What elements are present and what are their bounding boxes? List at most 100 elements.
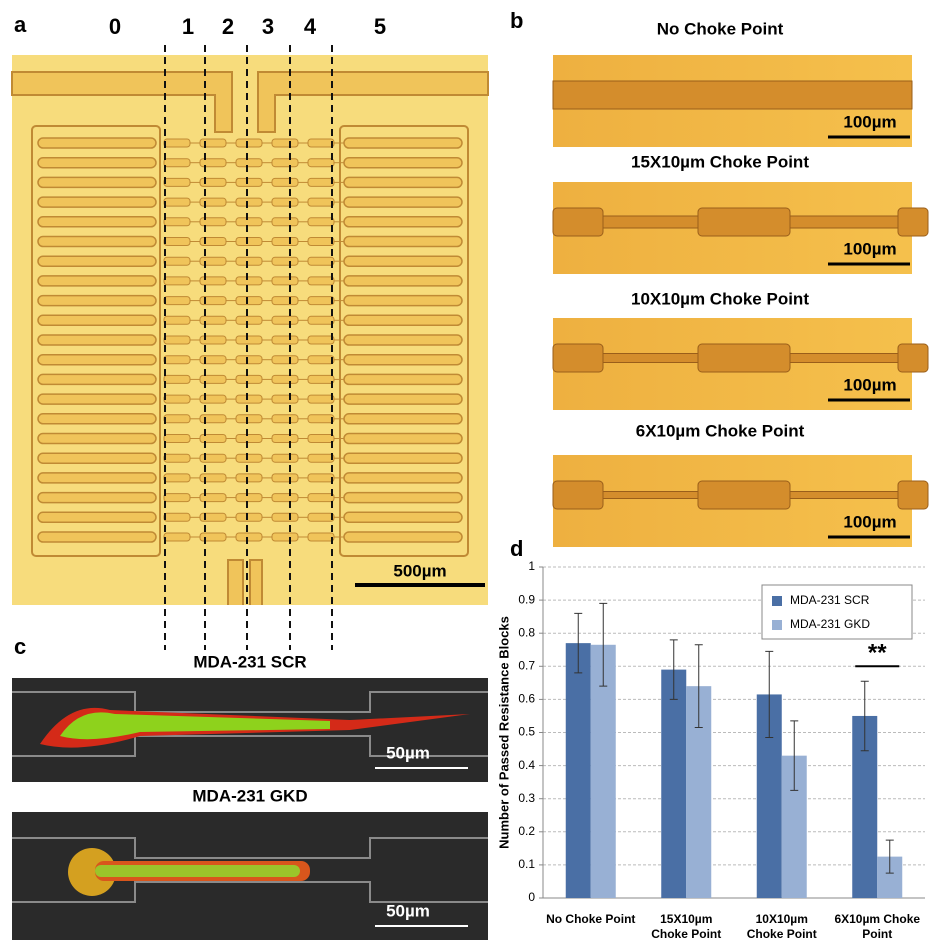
channel — [343, 275, 463, 287]
error-bar — [790, 720, 799, 791]
channel — [199, 315, 227, 325]
y-tick-label: 0.8 — [518, 625, 535, 639]
channel — [199, 158, 227, 168]
error-bar — [669, 639, 678, 700]
channel — [163, 355, 191, 365]
error-bar — [765, 650, 774, 738]
channel — [343, 393, 463, 405]
annotation: ** — [868, 640, 887, 667]
channel — [37, 314, 157, 327]
channel — [199, 256, 227, 266]
error-bar — [599, 602, 608, 687]
panel-label: c — [14, 634, 26, 659]
channel — [235, 256, 263, 266]
y-tick-label: 0.9 — [518, 592, 535, 606]
channel — [343, 531, 463, 543]
channel — [343, 196, 463, 208]
channel — [163, 217, 191, 227]
channel — [552, 207, 604, 237]
channel — [552, 80, 913, 110]
legend-swatch — [772, 620, 782, 630]
column-label: 3 — [262, 14, 274, 39]
channel — [307, 138, 335, 148]
channel — [897, 343, 929, 373]
channel — [271, 434, 299, 443]
channel — [343, 413, 463, 425]
channel — [163, 177, 191, 187]
panel-label: d — [510, 536, 523, 561]
channel — [235, 158, 263, 168]
channel — [307, 276, 335, 286]
channel — [163, 197, 191, 207]
channel — [343, 294, 463, 307]
channel — [307, 394, 335, 404]
scale-label: 100µm — [843, 512, 896, 531]
channel — [271, 374, 299, 384]
channel — [271, 493, 299, 503]
legend-label: MDA-231 SCR — [790, 593, 870, 607]
channel — [339, 125, 469, 557]
channel — [199, 355, 227, 365]
channel — [235, 138, 263, 148]
channel — [271, 197, 299, 207]
column-label: 5 — [374, 14, 386, 39]
channel — [235, 237, 263, 246]
channel — [271, 335, 299, 345]
channel — [697, 480, 791, 510]
image-title: 10X10µm Choke Point — [631, 289, 809, 308]
channel — [37, 373, 157, 386]
channel — [199, 197, 227, 207]
channel — [307, 296, 335, 306]
channel — [235, 177, 263, 187]
channel — [163, 158, 191, 168]
channel — [235, 197, 263, 207]
channel — [307, 256, 335, 266]
channel — [235, 374, 263, 384]
channel — [37, 353, 157, 366]
channel — [163, 532, 191, 542]
channel — [307, 217, 335, 227]
channel — [199, 177, 227, 187]
channel — [343, 491, 463, 504]
legend-box — [761, 584, 913, 640]
channel — [235, 355, 263, 365]
channel — [37, 216, 157, 228]
channel — [163, 335, 191, 345]
channel — [307, 493, 335, 503]
channel — [37, 432, 157, 445]
channel — [235, 473, 263, 483]
y-tick-label: 0.7 — [518, 658, 535, 672]
panel-label: b — [510, 8, 523, 33]
channel — [37, 196, 157, 208]
error-bar — [694, 644, 703, 729]
channel — [343, 156, 463, 169]
channel — [37, 472, 157, 484]
channel — [235, 453, 263, 463]
channel — [199, 296, 227, 306]
channel — [343, 472, 463, 484]
y-axis-label: Number of Passed Resistance Blocks — [496, 616, 511, 849]
column-label: 0 — [109, 14, 121, 39]
channel — [199, 237, 227, 246]
channel — [37, 235, 157, 248]
channel — [37, 393, 157, 405]
channel — [271, 394, 299, 404]
channel — [37, 294, 157, 307]
channel — [37, 176, 157, 189]
y-tick-label: 0.5 — [518, 725, 535, 739]
channel — [307, 158, 335, 168]
channel — [343, 314, 463, 327]
channel — [343, 216, 463, 228]
channel — [257, 71, 489, 133]
channel — [37, 531, 157, 543]
channel — [307, 315, 335, 325]
channel — [163, 374, 191, 384]
channel — [307, 473, 335, 483]
channel — [163, 315, 191, 325]
column-label: 2 — [222, 14, 234, 39]
channel — [199, 453, 227, 463]
channel — [552, 480, 604, 510]
channel — [235, 315, 263, 325]
channel — [199, 335, 227, 345]
channel — [343, 452, 463, 464]
